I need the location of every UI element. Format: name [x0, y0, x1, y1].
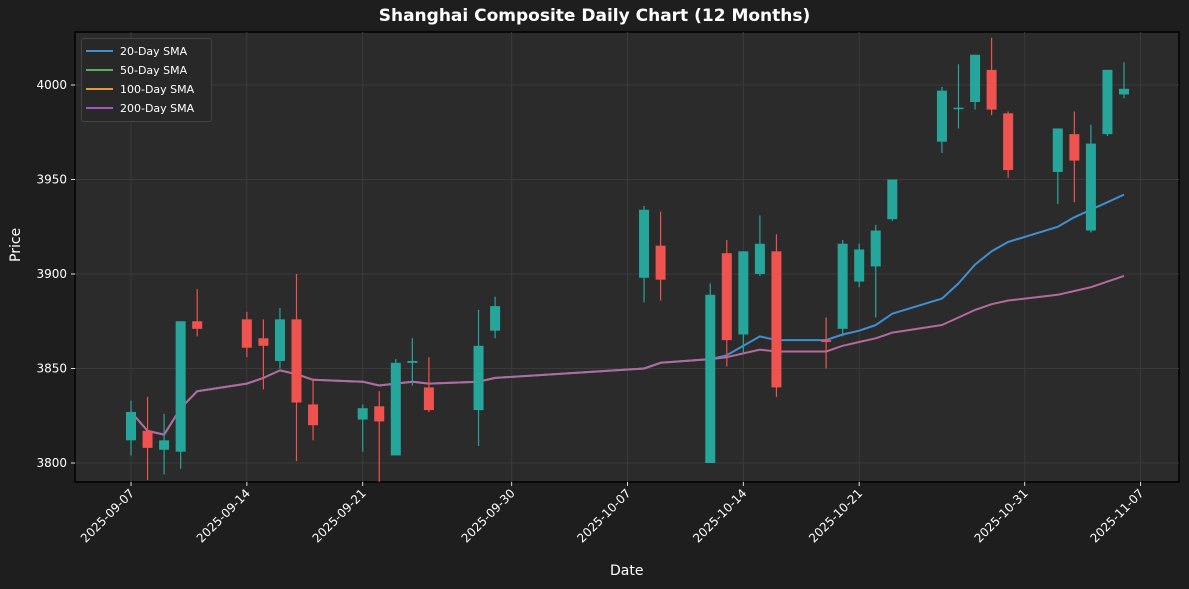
legend-swatch-icon: [86, 69, 113, 71]
candle: [754, 215, 765, 276]
candle: [241, 311, 252, 358]
candle: [738, 251, 749, 354]
candle: [1119, 62, 1129, 99]
svg-text:2025-11-07: 2025-11-07: [1087, 486, 1146, 545]
svg-text:3900: 3900: [36, 267, 67, 281]
svg-text:2025-10-21: 2025-10-21: [806, 486, 865, 545]
candle: [274, 308, 285, 369]
svg-text:4000: 4000: [36, 78, 67, 92]
candle: [1085, 124, 1096, 233]
candle: [258, 319, 269, 390]
legend-swatch-icon: [86, 50, 113, 52]
legend-swatch-icon: [86, 107, 113, 109]
candle: [986, 37, 997, 116]
svg-text:2025-09-07: 2025-09-07: [78, 486, 137, 545]
candle: [473, 309, 484, 446]
candle: [1003, 111, 1014, 178]
candle: [1069, 111, 1080, 203]
candle: [639, 205, 650, 303]
candle: [490, 296, 501, 339]
x-axis: 2025-09-07 2025-09-14 2025-09-21 2025-09-30…: [78, 482, 1147, 545]
candle: [655, 211, 666, 301]
y-axis: 3800 3850 3900 3950 4000: [36, 78, 75, 470]
candle: [407, 338, 418, 386]
candle: [953, 64, 964, 129]
candle: [142, 396, 153, 481]
candle: [887, 179, 898, 222]
svg-text:2025-10-14: 2025-10-14: [690, 486, 749, 545]
legend-item-sma20: 20-Day SMA: [86, 42, 187, 60]
svg-text:2025-10-07: 2025-10-07: [574, 486, 633, 545]
svg-text:3800: 3800: [36, 456, 67, 470]
legend-item-sma100: 100-Day SMA: [86, 80, 194, 98]
svg-text:2025-09-21: 2025-09-21: [310, 486, 369, 545]
svg-text:2025-09-14: 2025-09-14: [194, 486, 253, 545]
candle: [870, 224, 881, 318]
svg-text:2025-09-30: 2025-09-30: [459, 486, 518, 545]
candle: [721, 239, 732, 367]
candle: [159, 413, 170, 475]
candle: [936, 86, 947, 154]
candle: [374, 391, 385, 482]
candle: [390, 359, 401, 456]
legend-label: 100-Day SMA: [120, 82, 195, 96]
x-axis-label: Date: [610, 563, 644, 579]
candle: [291, 274, 302, 462]
candle: [423, 357, 434, 412]
candle: [126, 400, 136, 456]
candle: [837, 239, 848, 337]
candle: [854, 243, 865, 288]
candles: [126, 37, 1129, 482]
candle: [970, 54, 981, 110]
svg-text:2025-10-31: 2025-10-31: [972, 486, 1031, 545]
candle: [771, 234, 782, 397]
candle: [192, 289, 203, 337]
legend-item-sma50: 50-Day SMA: [86, 61, 187, 79]
candle: [175, 321, 186, 469]
candle: [308, 379, 319, 441]
y-axis-label: Price: [8, 227, 24, 262]
candle: [357, 404, 368, 452]
candle: [821, 317, 832, 369]
chart-title: Shanghai Composite Daily Chart (12 Month…: [378, 6, 811, 26]
chart-legend: 20-Day SMA 50-Day SMA 100-Day SMA 200-Da…: [81, 38, 212, 122]
svg-text:3950: 3950: [36, 173, 67, 187]
legend-item-sma200: 200-Day SMA: [86, 99, 194, 117]
candle: [1052, 128, 1063, 205]
candle: [1102, 69, 1113, 137]
legend-swatch-icon: [86, 88, 113, 90]
legend-label: 200-Day SMA: [120, 101, 195, 115]
svg-text:3850: 3850: [36, 362, 67, 376]
candle: [705, 283, 716, 463]
legend-label: 20-Day SMA: [120, 44, 188, 58]
legend-label: 50-Day SMA: [120, 63, 188, 77]
